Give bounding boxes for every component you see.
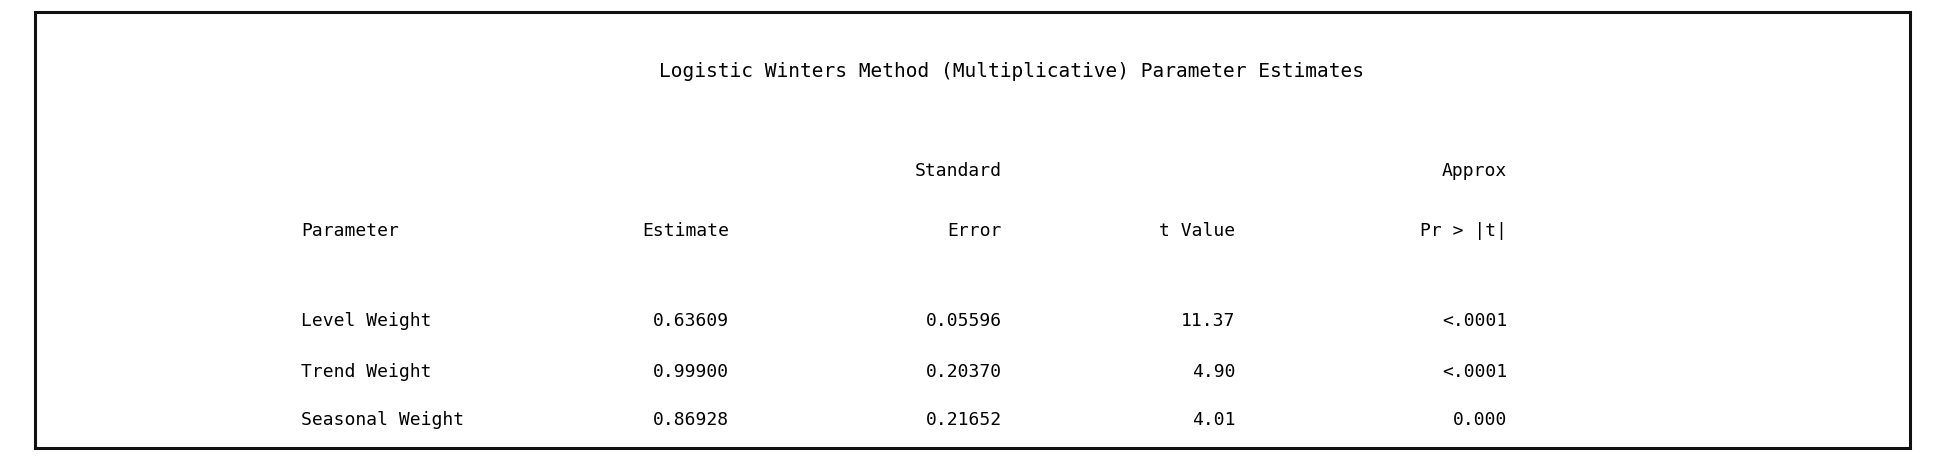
Text: 0.000: 0.000: [1453, 412, 1507, 429]
Text: Parameter: Parameter: [301, 222, 399, 240]
Text: Error: Error: [947, 222, 1002, 240]
Text: 0.63609: 0.63609: [654, 312, 729, 330]
Text: <.0001: <.0001: [1441, 312, 1507, 330]
Text: Estimate: Estimate: [642, 222, 729, 240]
Text: Trend Weight: Trend Weight: [301, 363, 432, 381]
Text: t Value: t Value: [1159, 222, 1235, 240]
Text: 0.86928: 0.86928: [654, 412, 729, 429]
Text: Level Weight: Level Weight: [301, 312, 432, 330]
Text: 11.37: 11.37: [1181, 312, 1235, 330]
Text: Pr > |t|: Pr > |t|: [1420, 222, 1507, 240]
Text: 0.21652: 0.21652: [926, 412, 1002, 429]
Text: Standard: Standard: [914, 162, 1002, 180]
FancyBboxPatch shape: [35, 12, 1910, 448]
Text: 4.01: 4.01: [1192, 412, 1235, 429]
Text: 0.99900: 0.99900: [654, 363, 729, 381]
Text: Seasonal Weight: Seasonal Weight: [301, 412, 465, 429]
Text: Logistic Winters Method (Multiplicative) Parameter Estimates: Logistic Winters Method (Multiplicative)…: [659, 62, 1363, 81]
Text: 4.90: 4.90: [1192, 363, 1235, 381]
Text: 0.20370: 0.20370: [926, 363, 1002, 381]
Text: <.0001: <.0001: [1441, 363, 1507, 381]
Text: Approx: Approx: [1441, 162, 1507, 180]
Text: 0.05596: 0.05596: [926, 312, 1002, 330]
